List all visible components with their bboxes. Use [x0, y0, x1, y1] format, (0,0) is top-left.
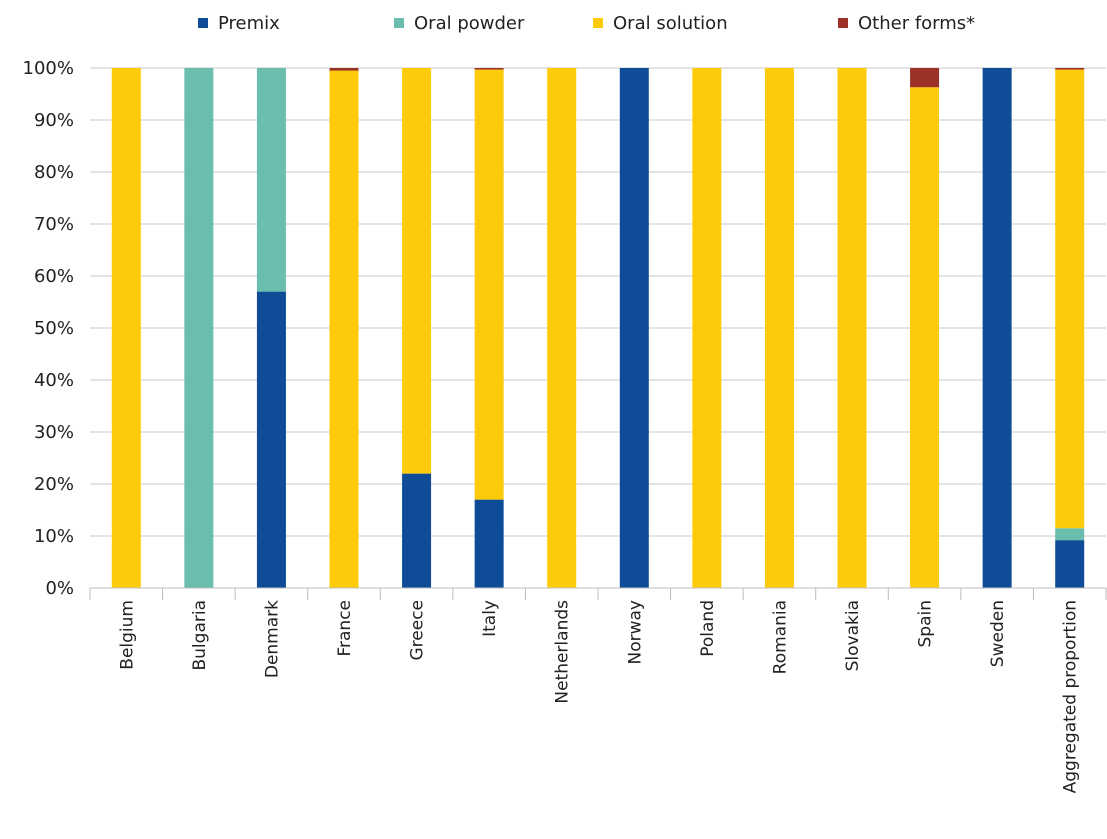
- x-tick-label: Belgium: [117, 600, 137, 670]
- legend: Premix Oral powder Oral solution Other form…: [198, 13, 975, 34]
- bar-stack: [547, 68, 577, 588]
- legend-label: Other forms*: [858, 13, 975, 34]
- bar-stack: [329, 68, 359, 589]
- bar-stack: [982, 68, 1012, 588]
- x-tick-label: Denmark: [262, 600, 282, 678]
- bar-segment-oral-solution: [547, 68, 577, 588]
- bar-stack: [474, 68, 504, 588]
- gridlines: [90, 67, 1106, 537]
- bar-stack: [402, 68, 432, 588]
- x-tick-label: France: [335, 600, 355, 657]
- bar-stack: [256, 68, 286, 588]
- axes: [89, 587, 1107, 600]
- bar-segment-premix: [982, 68, 1012, 588]
- bar-segment-other-forms: [1055, 68, 1085, 70]
- bar-segment-premix: [1055, 540, 1085, 588]
- bar-segment-oral-solution: [329, 70, 359, 589]
- bar-segment-oral-solution: [764, 68, 794, 588]
- bar-stack: [1055, 68, 1085, 588]
- bar-segment-oral-solution: [692, 68, 722, 588]
- bar-segment-oral-solution: [1055, 69, 1085, 529]
- x-tick-label: Poland: [698, 600, 718, 657]
- y-tick-label: 50%: [34, 318, 74, 339]
- y-tick-label: 0%: [45, 578, 74, 599]
- bar-stack: [692, 68, 722, 588]
- y-tick-label: 40%: [34, 370, 74, 391]
- bar-segment-oral-solution: [402, 68, 432, 474]
- y-tick-label: 30%: [34, 422, 74, 443]
- bar-segment-other-forms: [474, 68, 504, 70]
- y-tick-label: 80%: [34, 162, 74, 183]
- bar-stack: [837, 68, 867, 588]
- bar-segment-oral-powder: [1055, 528, 1085, 541]
- bar-segment-oral-solution: [474, 69, 504, 500]
- legend-item: Other forms*: [838, 13, 975, 34]
- bar-stack: [764, 68, 794, 588]
- bar-segment-premix: [256, 291, 286, 588]
- bar-segment-other-forms: [910, 68, 940, 88]
- x-axis-tick-labels: Belgium Bulgaria Denmark France Greece Italy N…: [117, 600, 1080, 794]
- bar-segment-oral-powder: [256, 68, 286, 292]
- legend-swatch: [593, 18, 603, 28]
- legend-label: Oral powder: [414, 13, 525, 34]
- y-tick-label: 10%: [34, 526, 74, 547]
- bar-stack: [619, 68, 649, 588]
- x-tick-label: Slovakia: [843, 600, 863, 671]
- x-tick-label: Netherlands: [553, 600, 573, 704]
- legend-swatch: [394, 18, 404, 28]
- x-tick-label: Greece: [408, 600, 428, 661]
- bar-segment-oral-solution: [111, 68, 141, 588]
- bar-segment-premix: [474, 499, 504, 588]
- y-tick-label: 100%: [23, 58, 74, 79]
- x-tick-label: Sweden: [988, 600, 1008, 667]
- legend-item: Oral solution: [593, 13, 728, 34]
- bar-stack: [184, 68, 214, 588]
- y-tick-label: 90%: [34, 110, 74, 131]
- y-tick-label: 20%: [34, 474, 74, 495]
- legend-swatch: [838, 18, 848, 28]
- bar-segment-premix: [402, 473, 432, 588]
- legend-label: Premix: [218, 13, 280, 34]
- x-tick-label: Romania: [770, 600, 790, 674]
- legend-item: Oral powder: [394, 13, 525, 34]
- legend-label: Oral solution: [613, 13, 728, 34]
- bar-stack: [111, 68, 141, 588]
- bar-segment-oral-solution: [837, 68, 867, 588]
- x-tick-label: Italy: [480, 600, 500, 637]
- legend-swatch: [198, 18, 208, 28]
- y-tick-label: 70%: [34, 214, 74, 235]
- bar-stack: [910, 68, 940, 589]
- bar-segment-oral-powder: [184, 68, 214, 588]
- bar-segment-premix: [619, 68, 649, 588]
- bar-segment-oral-solution: [910, 87, 940, 589]
- legend-item: Premix: [198, 13, 280, 34]
- x-tick-label: Norway: [625, 600, 645, 665]
- x-tick-label: Spain: [916, 600, 936, 648]
- x-tick-label: Aggregated proportion: [1061, 600, 1081, 793]
- bars: [111, 68, 1085, 589]
- y-tick-label: 60%: [34, 266, 74, 287]
- x-tick-label: Bulgaria: [190, 600, 210, 671]
- bar-segment-other-forms: [329, 68, 359, 71]
- y-axis-tick-labels: 0% 10% 20% 30% 40% 50% 60% 70% 80% 90% 100%: [23, 58, 74, 599]
